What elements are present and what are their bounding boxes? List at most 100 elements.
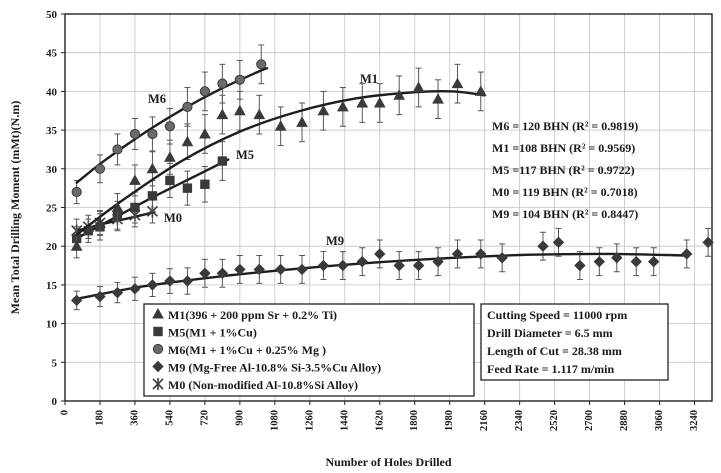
diamond-marker-shape: [702, 236, 714, 249]
series-tag-m0: M0: [164, 211, 182, 225]
triangle-marker-shape: [474, 85, 487, 96]
m1-data-point: [146, 162, 159, 174]
condition-line: Feed Rate = 1.117 m/min: [487, 362, 614, 376]
diamond-marker-shape: [648, 255, 660, 268]
x-tick-label: 180: [94, 410, 105, 426]
legend-entry-m1: M1(396 + 200 ppm Sr + 0.2% Ti): [168, 308, 337, 322]
m1-data-point: [274, 120, 287, 131]
m6-data-point: [71, 186, 82, 198]
condition-line: Drill Diameter = 6.5 mm: [487, 326, 613, 340]
x-tick-label: 360: [129, 410, 140, 426]
diamond-marker-shape: [451, 248, 464, 260]
m1-data-point: [336, 100, 349, 112]
m9-data-point: [681, 248, 693, 260]
diamond-marker-shape: [296, 263, 308, 276]
m1-data-point: [412, 81, 425, 93]
triangle-marker-shape: [274, 120, 287, 131]
m6-data-point: [199, 86, 210, 97]
m9-data-point: [234, 263, 246, 276]
diamond-marker-shape: [475, 248, 487, 260]
condition-line: Length of Cut = 28.38 mm: [487, 344, 622, 358]
diamond-marker-shape: [337, 259, 349, 272]
m9-data-point: [374, 248, 386, 260]
triangle-marker-shape: [432, 93, 444, 104]
triangle-marker-shape: [70, 240, 83, 251]
y-tick-label: 50: [46, 9, 58, 21]
m6-data-point: [256, 59, 267, 70]
m1-data-point: [373, 96, 386, 108]
square-marker-shape: [165, 175, 175, 186]
diamond-marker-shape: [611, 252, 623, 264]
m9-data-point: [296, 263, 308, 276]
triangle-marker-shape: [216, 108, 229, 120]
series-tag-m9: M9: [326, 234, 344, 248]
triangle-marker-shape: [373, 96, 386, 108]
triangle-marker-shape: [129, 174, 141, 185]
diamond-marker-shape: [630, 255, 642, 268]
legend-marker-m6: [152, 343, 164, 355]
circle-marker-shape: [217, 78, 228, 89]
x-axis-title: Number of Holes Drilled: [325, 455, 451, 469]
triangle-marker-shape: [356, 96, 369, 108]
series-tag-m5: M5: [236, 148, 254, 162]
triangle-marker-shape: [199, 127, 211, 139]
m9-data-point: [537, 240, 549, 252]
diamond-marker-shape: [374, 248, 386, 260]
triangle-marker-shape: [412, 81, 425, 93]
series-m9: [70, 227, 714, 311]
fit-stats-annotation: M6 = 120 BHN (R² = 0.9819) M1 =108 BHN (R…: [492, 119, 638, 221]
y-tick-label: 35: [46, 125, 58, 137]
triangle-marker-shape: [94, 216, 106, 228]
m9-data-point: [574, 259, 586, 272]
circle-marker-shape: [164, 121, 176, 132]
m9-data-point: [70, 294, 83, 307]
x-tick-label: 3060: [654, 410, 665, 431]
legend-entry-m9: M9 (Mg-Free Al-10.8% Si-3.5%Cu Alloy): [168, 361, 381, 375]
condition-line: Cutting Speed = 11000 rpm: [487, 308, 627, 322]
m6-data-point: [164, 121, 176, 132]
m9-data-point: [432, 255, 444, 268]
legend-marker-m1: [152, 307, 164, 319]
triangle-marker-shape: [393, 89, 406, 100]
m1-fit-curve: [75, 89, 486, 236]
circle-marker-shape: [256, 59, 267, 70]
diamond-marker-shape: [274, 263, 287, 276]
m6-data-point: [112, 144, 123, 155]
m9-data-point: [356, 255, 368, 268]
m9-points: [70, 236, 714, 307]
x-tick-label: 2700: [584, 410, 595, 431]
m6-data-point: [94, 163, 106, 174]
legend-marker-m5: [153, 326, 163, 337]
square-marker-shape: [147, 191, 158, 201]
triangle-marker-shape: [181, 135, 194, 147]
y-tick-label: 10: [46, 319, 58, 331]
legend-entry-m6: M6(M1 + 1%Cu + 0.25% Mg ): [168, 343, 326, 357]
circle-marker-shape: [152, 343, 164, 355]
m9-data-point: [611, 252, 623, 264]
diamond-marker-shape: [253, 263, 266, 276]
m1-points: [70, 77, 487, 251]
diamond-marker-shape: [393, 259, 405, 272]
x-tick-label: 2880: [619, 410, 630, 431]
m5-data-point: [200, 179, 210, 189]
circle-marker-shape: [112, 144, 123, 155]
x-tick-label: 540: [164, 410, 175, 426]
legend-entry-m5: M5(M1 + 1%Cu): [168, 326, 257, 340]
m1-data-point: [451, 77, 464, 89]
diamond-marker-shape: [164, 275, 176, 287]
triangle-marker-shape: [451, 77, 464, 89]
y-tick-label: 15: [46, 280, 58, 292]
x-tick-label: 1260: [304, 410, 315, 431]
m9-data-point: [94, 290, 106, 303]
m9-data-point: [111, 286, 124, 299]
m1-data-point: [317, 104, 330, 116]
diamond-marker-shape: [356, 255, 368, 268]
y-tick-label: 45: [46, 48, 58, 60]
x-tick-label: 2160: [479, 410, 490, 431]
m1-data-point: [70, 240, 83, 251]
m9-data-point: [648, 255, 660, 268]
legend-entry-m0: M0 (Non-modified Al-10.8%Si Alloy): [168, 378, 358, 392]
m1-data-point: [199, 127, 211, 139]
m5-data-point: [147, 191, 158, 201]
